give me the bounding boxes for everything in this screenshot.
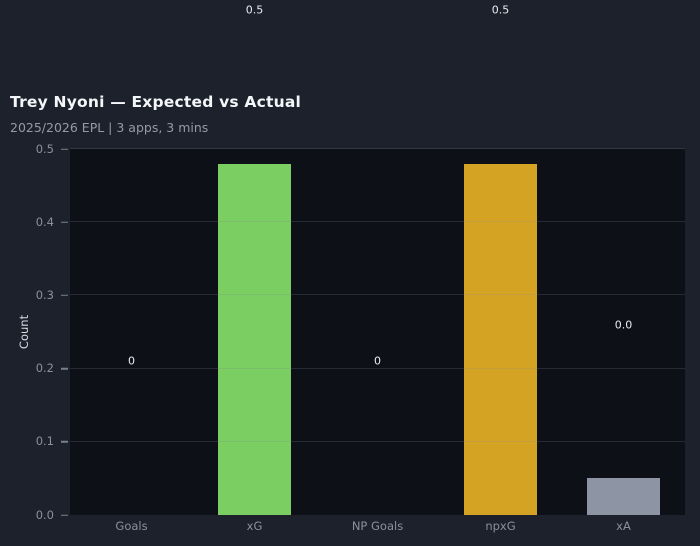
x-tick-label: xA	[616, 519, 631, 533]
gridline	[70, 148, 685, 149]
y-tick-mark	[61, 221, 68, 223]
gridline	[70, 294, 685, 296]
x-tick-label: Goals	[115, 519, 148, 533]
y-tick-label: 0.4	[35, 214, 54, 229]
chart-subtitle: 2025/2026 EPL | 3 apps, 3 mins	[10, 120, 209, 135]
bars-layer	[70, 149, 685, 515]
bar-labels-layer: 0 0.5 0 0.5 0.0	[70, 4, 685, 515]
bar-value-label: 0.5	[245, 3, 264, 17]
y-tick-mark	[61, 514, 68, 516]
y-tick-label: 0.1	[35, 434, 54, 449]
gridline	[70, 221, 685, 223]
chart-title: Trey Nyoni — Expected vs Actual	[10, 93, 302, 111]
bar-value-label: 0	[373, 354, 381, 368]
gridline	[70, 440, 685, 442]
bar-value-label: 0.5	[491, 3, 510, 17]
y-axis: 0.0 0.1 0.2 0.3 0.4 0.5	[0, 143, 70, 520]
y-tick-mark	[61, 441, 68, 443]
y-tick-label: 0.5	[35, 141, 54, 156]
y-tick-mark	[61, 367, 68, 370]
gridline	[70, 367, 685, 369]
y-tick-label: 0.0	[35, 507, 54, 522]
y-tick-mark	[61, 148, 68, 150]
y-tick-label: 0.3	[35, 287, 54, 302]
grid-layer	[70, 148, 685, 515]
y-tick-mark	[61, 294, 68, 297]
x-tick-label: xG	[246, 519, 263, 533]
bar	[586, 478, 661, 515]
bar	[217, 163, 292, 515]
plot-area: 0 0.5 0 0.5 0.0	[70, 4, 685, 515]
x-tick-label: NP Goals	[351, 519, 404, 533]
x-tick-label: npxG	[485, 519, 516, 533]
bar	[463, 163, 538, 515]
x-axis: Goals xG NP Goals npxG xA	[70, 519, 685, 541]
bar-value-label: 0.0	[614, 318, 633, 332]
y-tick-label: 0.2	[35, 360, 54, 375]
bar-value-label: 0	[127, 354, 135, 368]
